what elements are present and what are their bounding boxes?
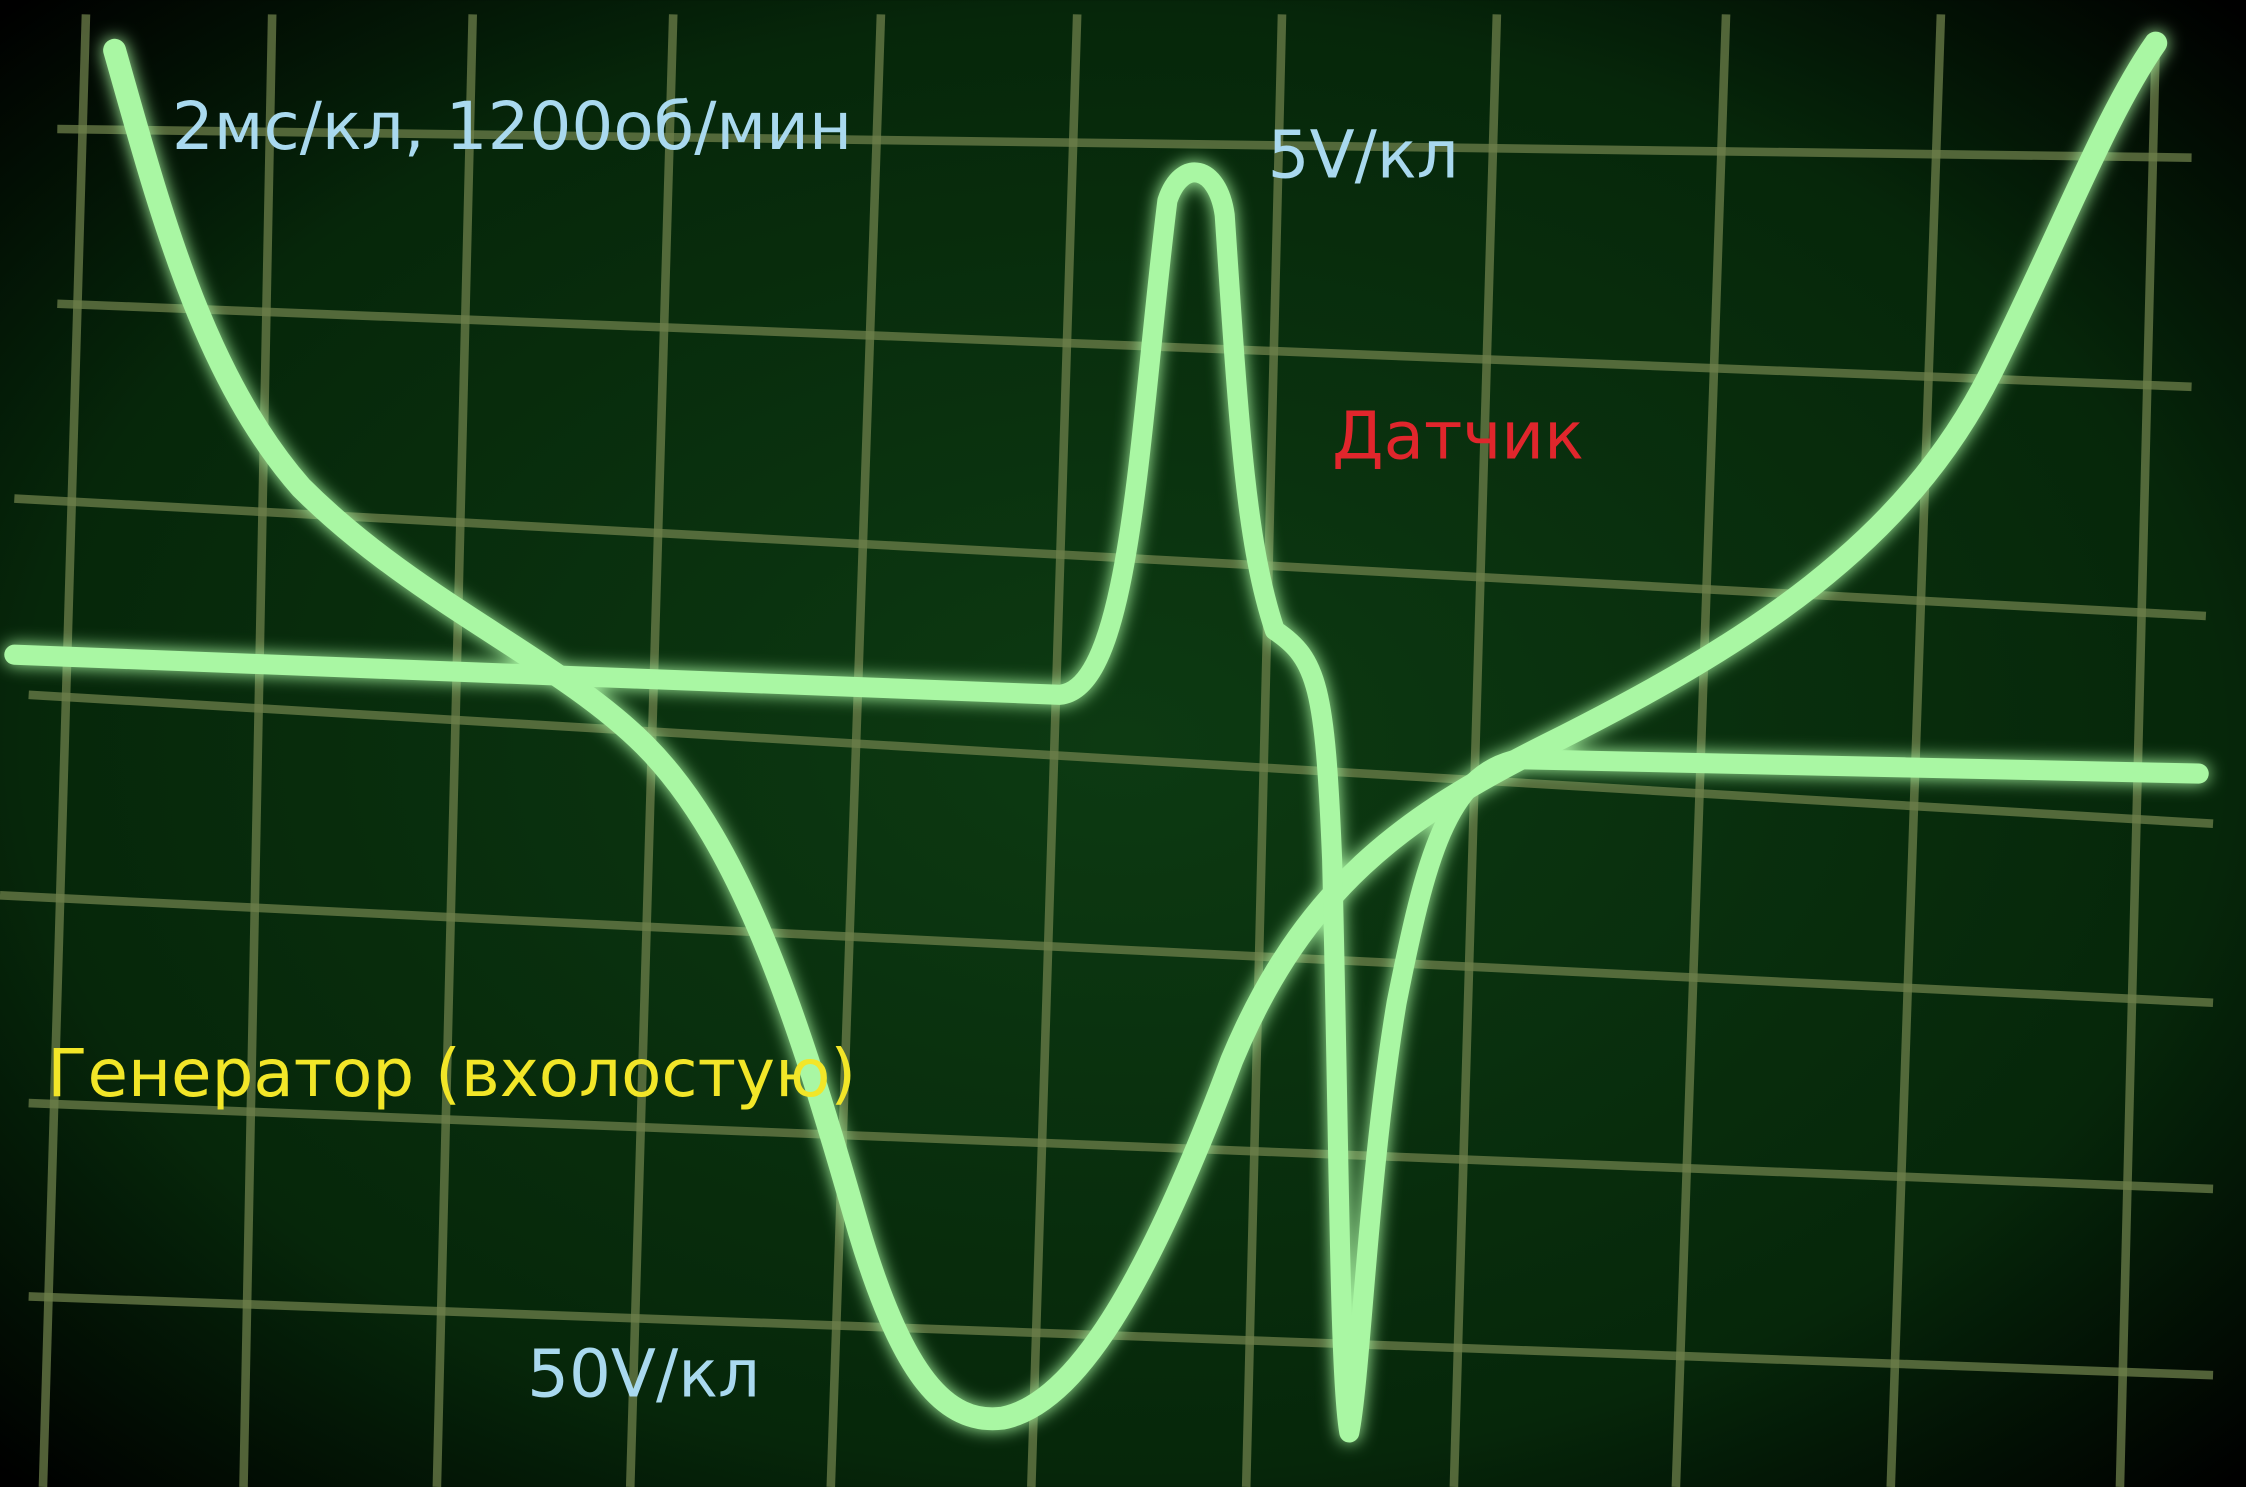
timebase-label: 2мс/кл, 1200об/мин bbox=[172, 88, 852, 165]
sensor-scale-label: 5V/кл bbox=[1268, 117, 1459, 194]
generator-trace bbox=[103, 31, 2168, 1431]
sensor-trace bbox=[4, 162, 2209, 1443]
generator-label: Генератор (вхолостую) bbox=[47, 1035, 856, 1112]
generator-scale-label: 50V/кл bbox=[527, 1336, 760, 1413]
sensor-label: Датчик bbox=[1332, 397, 1584, 474]
traces bbox=[4, 31, 2209, 1443]
